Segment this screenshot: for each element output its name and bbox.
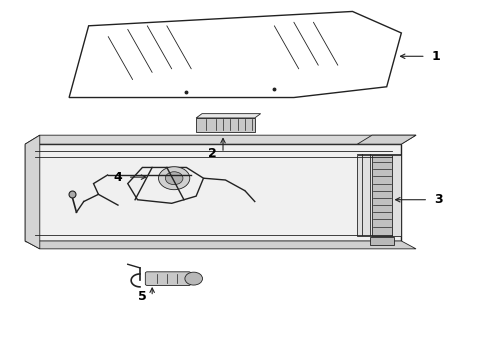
Polygon shape [25, 135, 40, 249]
Circle shape [159, 167, 190, 190]
Polygon shape [357, 155, 401, 235]
Polygon shape [25, 144, 401, 241]
Polygon shape [196, 114, 261, 118]
Text: 1: 1 [432, 50, 441, 63]
Polygon shape [25, 135, 416, 144]
Bar [372, 155, 392, 235]
Text: 3: 3 [434, 193, 443, 206]
Circle shape [185, 272, 202, 285]
FancyBboxPatch shape [146, 272, 191, 285]
Polygon shape [357, 135, 416, 144]
Text: 5: 5 [138, 290, 147, 303]
Bar [369, 237, 394, 244]
Text: 4: 4 [113, 171, 122, 184]
Text: 2: 2 [208, 147, 217, 159]
Bar [196, 118, 255, 132]
Circle shape [165, 172, 183, 185]
Polygon shape [25, 241, 416, 249]
